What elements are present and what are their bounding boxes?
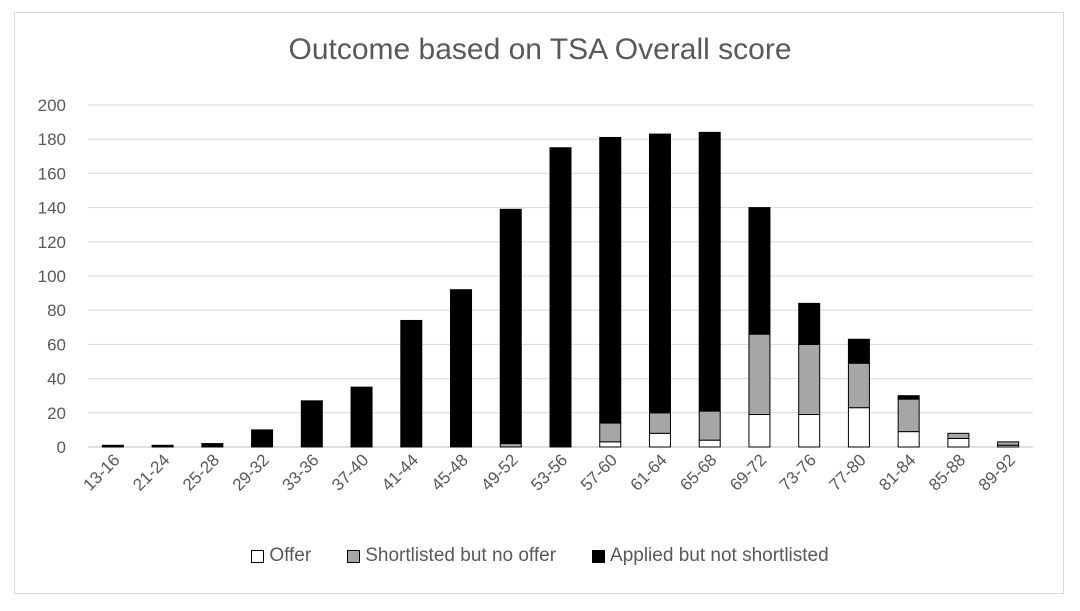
bar-segment — [897, 431, 920, 448]
y-tick-label: 180 — [38, 130, 66, 149]
x-tick-label: 53-56 — [527, 450, 571, 494]
x-tick-label: 13-16 — [80, 450, 124, 494]
bar-segment — [798, 302, 821, 345]
bar-segment — [897, 398, 920, 433]
x-tick-label: 49-52 — [477, 450, 521, 494]
bar-segment — [648, 133, 671, 414]
bar-segment — [151, 444, 174, 448]
y-tick-label: 140 — [38, 199, 66, 218]
legend-label-shortlisted: Shortlisted but no offer — [365, 545, 557, 566]
y-tick-label: 200 — [38, 96, 66, 115]
bar-segment — [698, 439, 721, 448]
bar-segment — [847, 407, 870, 448]
y-tick-label: 0 — [57, 438, 66, 457]
bar-segment — [450, 289, 473, 448]
bar-segment — [251, 429, 274, 448]
bar-segment — [599, 422, 622, 443]
x-tick-label: 45-48 — [428, 450, 472, 494]
legend: Offer Shortlisted but no offer Applied b… — [0, 545, 1080, 567]
bar-segment — [798, 343, 821, 416]
bar-segment — [798, 414, 821, 448]
legend-swatch-shortlisted — [347, 549, 361, 563]
bars — [101, 131, 1020, 448]
y-tick-label: 120 — [38, 233, 66, 252]
bar-segment — [599, 136, 622, 424]
bar-segment — [599, 441, 622, 448]
bar-segment — [648, 412, 671, 434]
legend-swatch-offer — [251, 549, 265, 563]
x-tick-label: 89-92 — [975, 450, 1019, 494]
bar-segment — [698, 410, 721, 441]
chart-title: Outcome based on TSA Overall score — [288, 33, 792, 66]
bar-segment — [350, 386, 373, 448]
x-tick-label: 33-36 — [278, 450, 322, 494]
y-axis-ticks: 0 20 40 60 80 100 120 140 160 180 200 — [38, 96, 66, 457]
legend-label-offer: Offer — [269, 545, 312, 566]
bar-segment — [300, 400, 323, 448]
x-tick-label: 69-72 — [726, 450, 770, 494]
bar-segment — [947, 432, 970, 439]
legend-item-applied: Applied but not shortlisted — [592, 545, 829, 567]
x-tick-label: 37-40 — [328, 450, 372, 494]
x-tick-label: 81-84 — [875, 450, 919, 494]
bar-segment — [947, 437, 970, 448]
bar-segment — [748, 333, 771, 416]
x-tick-label: 65-68 — [676, 450, 720, 494]
bar-segment — [847, 362, 870, 409]
y-tick-label: 40 — [47, 370, 66, 389]
bar-segment — [997, 441, 1020, 446]
bar-segment — [847, 338, 870, 364]
y-tick-label: 80 — [47, 301, 66, 320]
legend-swatch-applied — [592, 549, 606, 563]
bar-segment — [400, 319, 423, 448]
y-tick-label: 160 — [38, 164, 66, 183]
x-tick-label: 57-60 — [577, 450, 621, 494]
bar-segment — [698, 131, 721, 412]
x-tick-label: 21-24 — [129, 450, 173, 494]
x-tick-label: 73-76 — [776, 450, 820, 494]
x-tick-label: 25-28 — [179, 450, 223, 494]
x-axis-ticks: 13-16 21-24 25-28 29-32 33-36 37-40 41-44 45-48… — [80, 450, 1019, 494]
legend-item-offer: Offer — [251, 545, 311, 567]
legend-label-applied: Applied but not shortlisted — [610, 545, 829, 566]
bar-segment — [648, 432, 671, 448]
bar-segment — [499, 443, 522, 448]
bar-segment — [748, 207, 771, 335]
bar-segment — [549, 147, 572, 448]
y-tick-label: 100 — [38, 267, 66, 286]
chart-frame — [14, 12, 1064, 594]
x-tick-label: 29-32 — [229, 450, 273, 494]
x-tick-label: 77-80 — [826, 450, 870, 494]
y-tick-label: 20 — [47, 404, 66, 423]
bar-segment — [748, 414, 771, 448]
bar-segment — [499, 208, 522, 445]
bar-segment — [101, 444, 124, 448]
x-tick-label: 61-64 — [627, 450, 671, 494]
bar-segment — [201, 443, 224, 448]
x-tick-label: 85-88 — [925, 450, 969, 494]
bar-segment — [897, 395, 920, 400]
y-tick-label: 60 — [47, 335, 66, 354]
legend-item-shortlisted: Shortlisted but no offer — [347, 545, 556, 567]
x-tick-label: 41-44 — [378, 450, 422, 494]
